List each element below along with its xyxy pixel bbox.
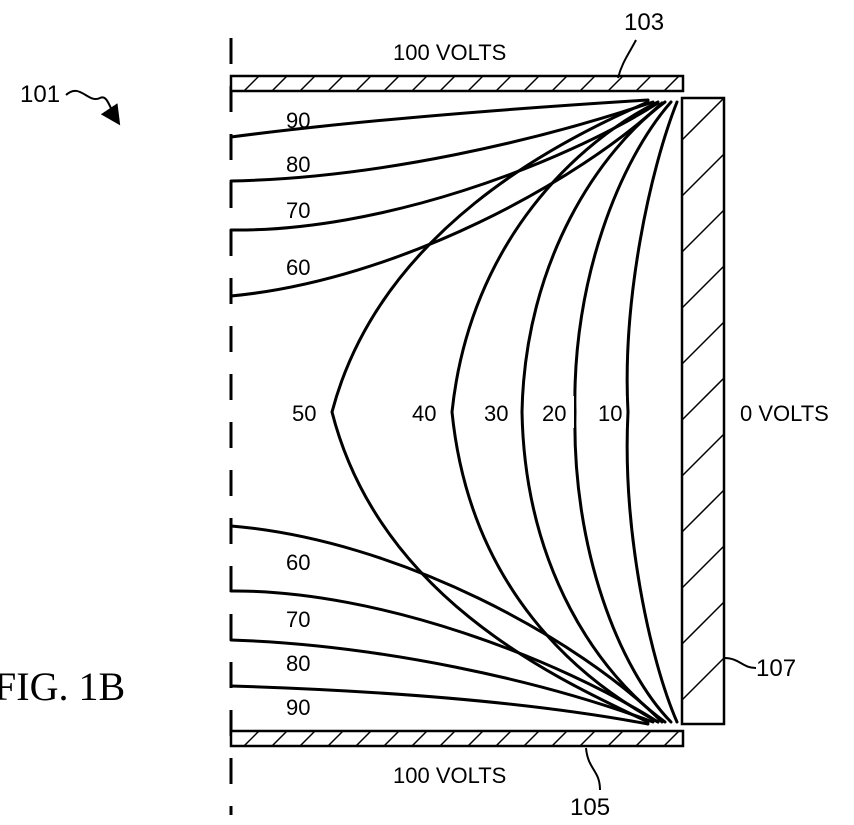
bottom-electrode bbox=[229, 729, 685, 748]
label-lower-80: 80 bbox=[286, 651, 310, 676]
hatch-line bbox=[383, 730, 400, 747]
hatch-line bbox=[271, 730, 288, 747]
hatch-line bbox=[383, 75, 400, 92]
equipotential-60-lower bbox=[229, 524, 664, 724]
bottom-voltage-label: 100 VOLTS bbox=[393, 763, 506, 788]
hatch-line bbox=[607, 75, 624, 92]
hatch-line bbox=[467, 730, 484, 747]
leader-101 bbox=[65, 89, 121, 126]
equipotential-10 bbox=[625, 100, 679, 724]
label-30: 30 bbox=[484, 401, 508, 426]
hatch-line bbox=[523, 75, 540, 92]
label-20: 20 bbox=[542, 401, 566, 426]
hatch-line bbox=[681, 601, 725, 645]
hatch-line bbox=[327, 730, 344, 747]
ref-103: 103 bbox=[624, 9, 664, 36]
hatch-line bbox=[681, 153, 725, 197]
hatch-line bbox=[635, 730, 652, 747]
top-electrode bbox=[229, 74, 685, 93]
equipotential-90-lower bbox=[229, 684, 650, 726]
equipotential-50 bbox=[330, 100, 650, 724]
hatch-line bbox=[243, 730, 260, 747]
label-lower-70: 70 bbox=[286, 607, 310, 632]
hatch-line bbox=[681, 265, 725, 309]
hatch-line bbox=[681, 489, 725, 533]
equipotential-90-upper bbox=[229, 98, 650, 139]
hatch-line bbox=[355, 75, 372, 92]
equipotential-70-lower bbox=[229, 589, 660, 724]
hatch-line bbox=[299, 75, 316, 92]
hatch-line bbox=[681, 321, 725, 365]
hatch-line bbox=[327, 75, 344, 92]
hatch-line bbox=[495, 75, 512, 92]
hatch-line bbox=[681, 433, 725, 477]
hatch-line bbox=[681, 97, 725, 141]
hatch-line bbox=[271, 75, 288, 92]
hatch-line bbox=[579, 75, 596, 92]
hatch-line bbox=[663, 730, 680, 747]
hatch-line bbox=[523, 730, 540, 747]
hatch-line bbox=[467, 75, 484, 92]
hatch-line bbox=[411, 730, 428, 747]
equipotential-30 bbox=[520, 100, 667, 724]
leader-103 bbox=[617, 39, 637, 79]
hatch-line bbox=[299, 730, 316, 747]
hatch-line bbox=[411, 75, 428, 92]
label-upper-80: 80 bbox=[286, 152, 310, 177]
ref-105: 105 bbox=[570, 794, 610, 821]
side-electrode bbox=[680, 96, 726, 726]
hatch-line bbox=[439, 730, 456, 747]
ref-101: 101 bbox=[20, 81, 60, 108]
label-lower-60: 60 bbox=[286, 550, 310, 575]
ref-107: 107 bbox=[756, 655, 796, 682]
hatch-line bbox=[495, 730, 512, 747]
label-lower-90: 90 bbox=[286, 695, 310, 720]
label-50: 50 bbox=[292, 401, 316, 426]
hatch-line bbox=[681, 209, 725, 253]
hatch-line bbox=[243, 75, 260, 92]
equipotential-40 bbox=[450, 100, 660, 724]
equipotential-20 bbox=[573, 100, 673, 724]
equipotential-lines bbox=[229, 98, 679, 726]
hatch-line bbox=[551, 75, 568, 92]
equipotential-80-upper bbox=[229, 100, 655, 183]
hatch-line bbox=[681, 545, 725, 589]
hatch-line bbox=[551, 730, 568, 747]
hatch-line bbox=[607, 730, 624, 747]
figure-caption: FIG. 1B bbox=[0, 664, 125, 709]
hatch-line bbox=[681, 377, 725, 421]
equipotential-60-upper bbox=[229, 101, 664, 298]
equipotential-80-lower bbox=[229, 638, 655, 724]
hatch-line bbox=[681, 657, 725, 701]
leader-107 bbox=[723, 657, 757, 669]
hatch-line bbox=[355, 730, 372, 747]
hatch-line bbox=[663, 75, 680, 92]
hatch-line bbox=[635, 75, 652, 92]
label-10: 10 bbox=[598, 401, 622, 426]
hatch-line bbox=[579, 730, 596, 747]
leader-105 bbox=[585, 747, 601, 791]
top-voltage-label: 100 VOLTS bbox=[393, 40, 506, 65]
hatch-line bbox=[439, 75, 456, 92]
label-upper-70: 70 bbox=[286, 198, 310, 223]
side-voltage-label: 0 VOLTS bbox=[740, 401, 829, 426]
label-upper-90: 90 bbox=[286, 108, 310, 133]
label-40: 40 bbox=[412, 401, 436, 426]
label-upper-60: 60 bbox=[286, 255, 310, 280]
